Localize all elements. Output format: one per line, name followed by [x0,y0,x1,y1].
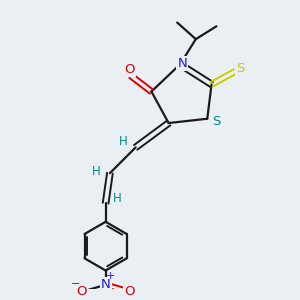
Text: −: − [70,279,80,289]
Text: O: O [76,285,87,298]
Text: H: H [113,192,122,206]
Text: H: H [118,135,127,148]
Text: N: N [178,57,187,70]
Text: O: O [124,285,134,298]
Text: S: S [212,115,220,128]
Text: +: + [106,271,116,281]
Text: O: O [124,63,135,76]
Text: S: S [236,61,244,75]
Text: H: H [92,165,100,178]
Text: N: N [101,278,110,291]
